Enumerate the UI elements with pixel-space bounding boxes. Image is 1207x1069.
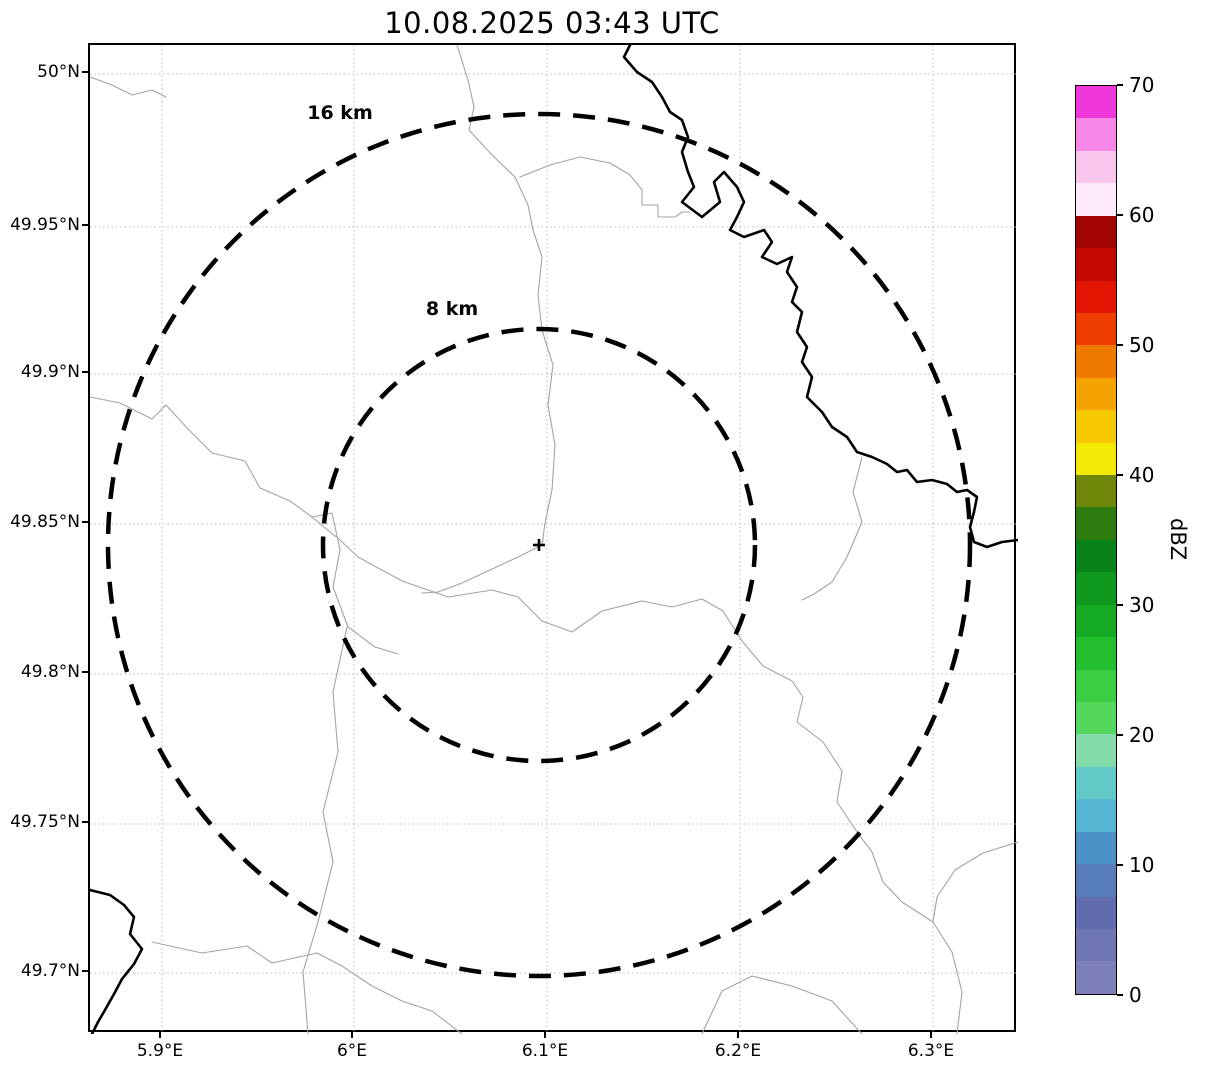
colorbar-segment — [1076, 604, 1116, 638]
x-tick-mark — [930, 1032, 932, 1038]
colorbar-segment — [1076, 86, 1116, 119]
x-tick-mark — [159, 1032, 161, 1038]
x-tick-label: 6°E — [336, 1041, 368, 1061]
colorbar-segment — [1076, 702, 1116, 735]
colorbar-tick-label: 10 — [1129, 853, 1155, 877]
colorbar-segment — [1076, 150, 1116, 184]
colorbar-tick-mark — [1117, 474, 1123, 476]
y-tick-label: 49.75°N — [10, 812, 80, 832]
colorbar-tick-mark — [1117, 344, 1123, 346]
y-tick-label: 49.85°N — [10, 512, 80, 532]
colorbar-segment — [1076, 831, 1116, 865]
colorbar-segment — [1076, 280, 1116, 313]
colorbar-segment — [1076, 928, 1116, 962]
colorbar-tick-label: 70 — [1129, 73, 1155, 97]
colorbar-tick-label: 50 — [1129, 333, 1155, 357]
colorbar-segment — [1076, 183, 1116, 216]
colorbar-segment — [1076, 248, 1116, 281]
y-tick-label: 49.7°N — [20, 961, 80, 981]
colorbar-segment — [1076, 410, 1116, 443]
river-border-line — [90, 45, 1018, 1034]
x-tick-mark — [737, 1032, 739, 1038]
colorbar-tick-mark — [1117, 994, 1123, 996]
figure-title: 10.08.2025 03:43 UTC — [384, 6, 720, 40]
radar-center-marker — [533, 539, 545, 551]
map-plot-area: 16 km 8 km — [88, 43, 1018, 1034]
colorbar-segment — [1076, 572, 1116, 605]
colorbar-segment — [1076, 734, 1116, 767]
colorbar-tick-label: 0 — [1129, 983, 1142, 1007]
admin-boundary-lines — [90, 45, 1018, 1034]
colorbar-gradient — [1075, 85, 1117, 995]
colorbar-segment — [1076, 345, 1116, 378]
map-canvas: 16 km 8 km — [90, 45, 1018, 1034]
range-ring-8km — [320, 326, 758, 764]
colorbar-segment — [1076, 377, 1116, 411]
outer-ring-label: 16 km — [307, 102, 373, 124]
colorbar-segment — [1076, 864, 1116, 897]
colorbar-segment — [1076, 215, 1116, 249]
y-tick-label: 49.8°N — [20, 662, 80, 682]
y-tick-label: 50°N — [37, 62, 80, 82]
colorbar-segment — [1076, 539, 1116, 573]
colorbar-segment — [1076, 766, 1116, 800]
colorbar-axis-label: dBZ — [1166, 518, 1190, 561]
colorbar-segment — [1076, 118, 1116, 151]
range-ring-16km — [105, 111, 973, 979]
colorbar-tick-label: 60 — [1129, 203, 1155, 227]
x-tick-mark — [544, 1032, 546, 1038]
colorbar-segment — [1076, 475, 1116, 508]
colorbar-segment — [1076, 507, 1116, 540]
y-tick-mark — [82, 371, 88, 373]
y-tick-mark — [82, 821, 88, 823]
colorbar-segment — [1076, 896, 1116, 929]
colorbar-tick-mark — [1117, 734, 1123, 736]
x-tick-label: 6.1°E — [521, 1041, 569, 1061]
y-tick-mark — [82, 224, 88, 226]
colorbar-segment — [1076, 799, 1116, 832]
inner-ring-label: 8 km — [426, 298, 478, 320]
y-tick-label: 49.9°N — [20, 362, 80, 382]
y-tick-mark — [82, 521, 88, 523]
x-tick-label: 6.3°E — [907, 1041, 955, 1061]
colorbar-segment — [1076, 442, 1116, 476]
colorbar-segment — [1076, 961, 1116, 994]
y-tick-mark — [82, 970, 88, 972]
colorbar-tick-mark — [1117, 214, 1123, 216]
colorbar-tick-mark — [1117, 604, 1123, 606]
x-tick-label: 6.2°E — [714, 1041, 762, 1061]
y-tick-mark — [82, 71, 88, 73]
colorbar-segment — [1076, 637, 1116, 670]
y-tick-label: 49.95°N — [10, 215, 80, 235]
colorbar-tick-mark — [1117, 84, 1123, 86]
colorbar-tick-label: 40 — [1129, 463, 1155, 487]
y-tick-mark — [82, 671, 88, 673]
colorbar-tick-label: 20 — [1129, 723, 1155, 747]
colorbar-segment — [1076, 312, 1116, 346]
x-tick-label: 5.9°E — [136, 1041, 184, 1061]
x-tick-mark — [351, 1032, 353, 1038]
colorbar-tick-mark — [1117, 864, 1123, 866]
colorbar-segment — [1076, 669, 1116, 703]
range-rings — [105, 111, 973, 979]
colorbar-tick-label: 30 — [1129, 593, 1155, 617]
graticule-gridlines — [90, 45, 1018, 1034]
